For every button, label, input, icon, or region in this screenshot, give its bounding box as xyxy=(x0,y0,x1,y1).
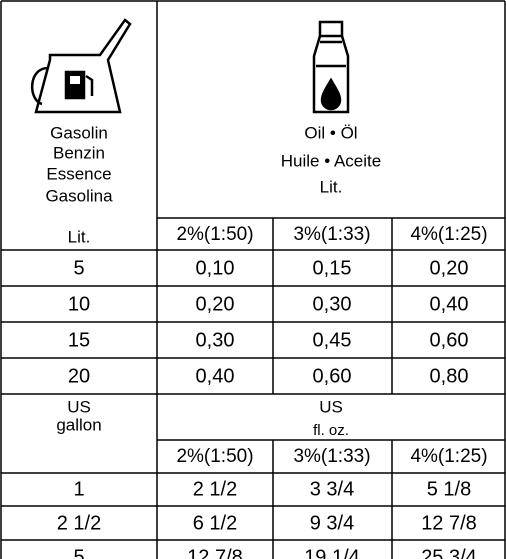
oil-label: fl. oz. xyxy=(313,422,349,439)
fuel-label: US xyxy=(67,397,91,416)
oil-amount: 0,30 xyxy=(313,293,352,315)
oil-label: Huile • Aceite xyxy=(281,151,381,170)
oil-amount: 0,80 xyxy=(430,365,469,387)
oil-amount: 19 1/4 xyxy=(304,546,360,559)
fuel-can-icon xyxy=(32,20,130,112)
oil-amount: 0,45 xyxy=(313,329,352,351)
ratio-header: 2%(1:50) xyxy=(176,446,253,467)
fuel-amount: 5 xyxy=(73,546,84,559)
fuel-amount: 20 xyxy=(68,365,90,387)
fuel-amount: 1 xyxy=(73,478,84,500)
fuel-amount: 15 xyxy=(68,329,90,351)
fuel-label: Lit. xyxy=(68,227,91,246)
oil-amount: 9 3/4 xyxy=(310,512,354,534)
ratio-header: 3%(1:33) xyxy=(293,224,370,245)
fuel-label: Essence xyxy=(46,164,111,183)
oil-label: Oil • Öl xyxy=(304,123,357,142)
fuel-label: Benzin xyxy=(53,143,105,162)
ratio-header: 4%(1:25) xyxy=(410,446,487,467)
fuel-amount: 10 xyxy=(68,293,90,315)
oil-amount: 0,15 xyxy=(313,257,352,279)
oil-amount: 6 1/2 xyxy=(193,512,237,534)
page: GasolinBenzin Essence Gasolina Lit. Oil • Öl… xyxy=(0,0,506,559)
oil-amount: 5 1/8 xyxy=(427,478,471,500)
oil-bottle-icon xyxy=(314,22,348,112)
ratio-header: 4%(1:25) xyxy=(410,224,487,245)
oil-amount: 12 7/8 xyxy=(421,512,477,534)
oil-amount: 25 3/4 xyxy=(421,546,477,559)
fuel-label: Gasolin xyxy=(50,123,108,142)
oil-amount: 0,20 xyxy=(430,257,469,279)
oil-label: US xyxy=(319,397,343,416)
oil-amount: 0,10 xyxy=(196,257,235,279)
oil-label: Lit. xyxy=(320,177,343,196)
oil-amount: 0,60 xyxy=(430,329,469,351)
fuel-label: gallon xyxy=(56,415,101,434)
fuel-amount: 5 xyxy=(73,257,84,279)
mix-table: GasolinBenzin Essence Gasolina Lit. Oil • Öl… xyxy=(0,0,506,559)
oil-amount: 3 3/4 xyxy=(310,478,354,500)
oil-amount: 2 1/2 xyxy=(193,478,237,500)
fuel-label: Gasolina xyxy=(45,186,113,205)
oil-amount: 0,40 xyxy=(430,293,469,315)
fuel-amount: 2 1/2 xyxy=(57,512,101,534)
ratio-header: 3%(1:33) xyxy=(293,446,370,467)
oil-amount: 0,60 xyxy=(313,365,352,387)
oil-amount: 0,30 xyxy=(196,329,235,351)
oil-amount: 0,20 xyxy=(196,293,235,315)
ratio-header: 2%(1:50) xyxy=(176,224,253,245)
oil-amount: 12 7/8 xyxy=(187,546,243,559)
oil-amount: 0,40 xyxy=(196,365,235,387)
